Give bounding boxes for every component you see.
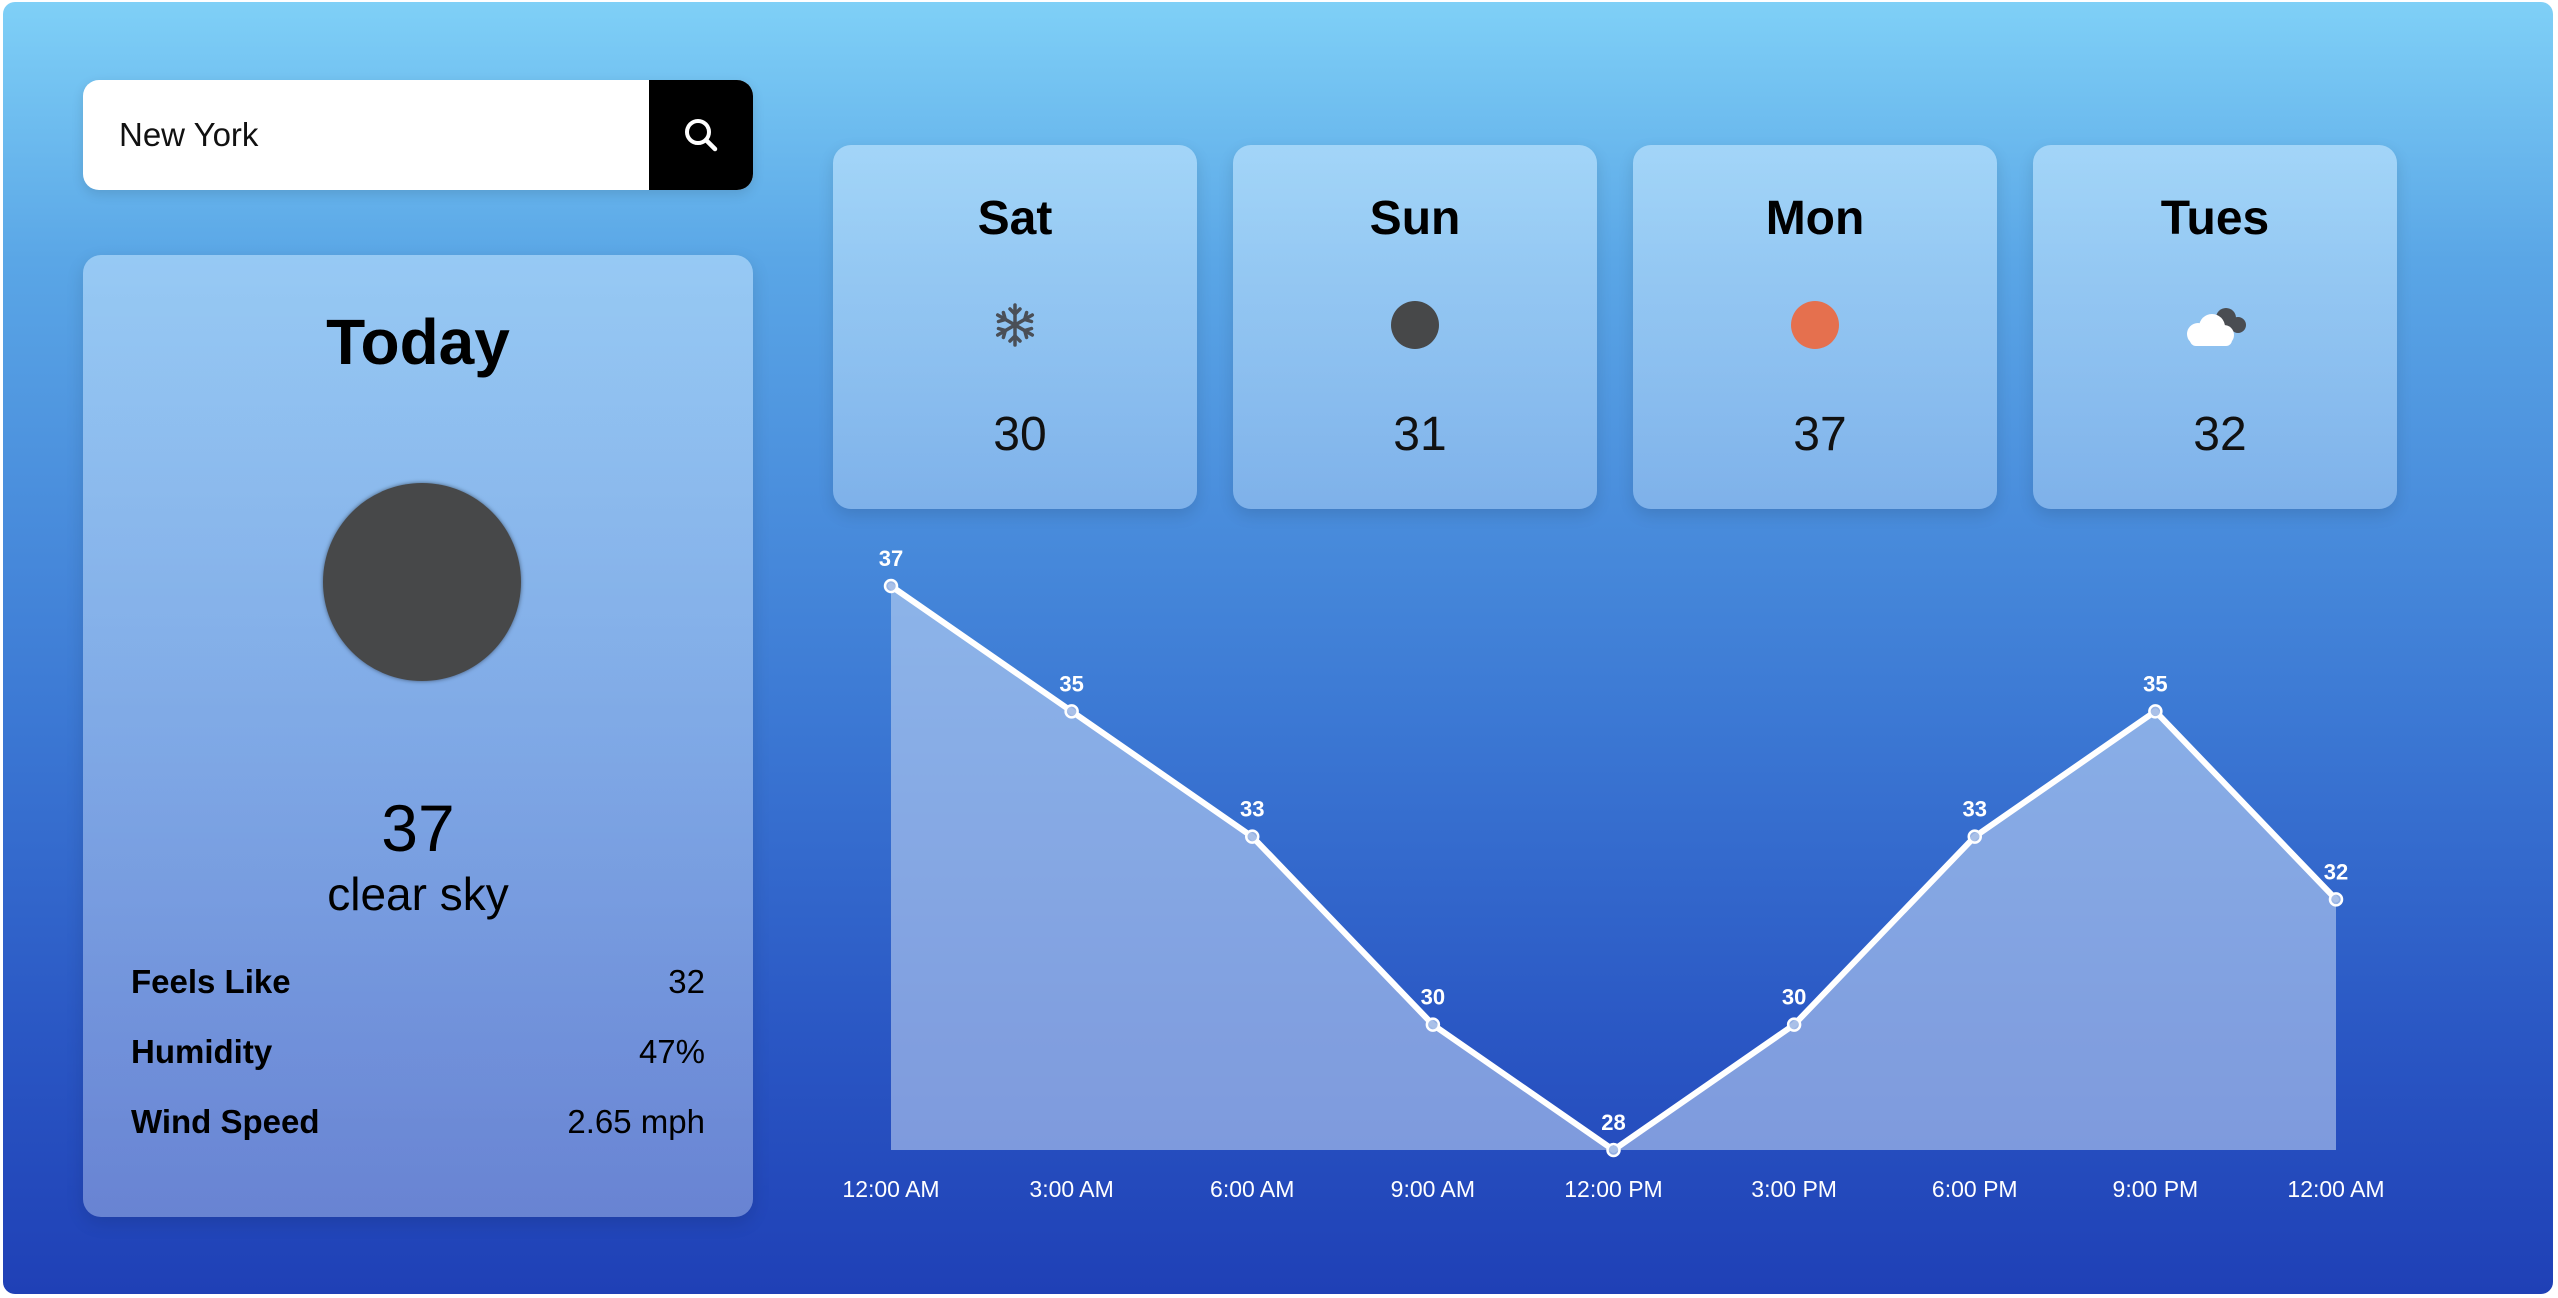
- chart-x-tick-label: 12:00 AM: [2287, 1176, 2384, 1202]
- detail-label: Feels Like: [131, 963, 291, 1000]
- forecast-day: Tues: [2160, 192, 2270, 245]
- chart-x-tick-label: 9:00 AM: [1391, 1176, 1475, 1202]
- forecast-card-tues: Tues 32: [2033, 145, 2397, 509]
- chart-x-tick-label: 12:00 AM: [842, 1176, 939, 1202]
- detail-row-feels-like: Feels Like 32: [131, 963, 705, 1001]
- chart-point: [1606, 1142, 1621, 1158]
- chart-data-label: 28: [1601, 1110, 1625, 1135]
- forecast-temperature: 30: [993, 408, 1047, 461]
- detail-value: 32: [668, 963, 705, 1000]
- chart-point: [1786, 1017, 1802, 1032]
- today-description: clear sky: [327, 868, 509, 920]
- search-icon: [685, 119, 718, 152]
- chart-data-label: 35: [2143, 671, 2167, 696]
- chart-x-tick-label: 3:00 PM: [1751, 1176, 1837, 1202]
- chart-series-line: [888, 583, 2339, 1153]
- forecast-day: Mon: [1765, 192, 1865, 245]
- chart-point: [1064, 704, 1079, 719]
- dark-circle-icon: [1391, 301, 1439, 349]
- chart-point: [2148, 704, 2163, 719]
- today-title: Today: [326, 306, 510, 378]
- orange-sun-icon: [1791, 301, 1839, 349]
- detail-row-wind-speed: Wind Speed 2.65 mph: [131, 1103, 705, 1141]
- chart-x-tick-label: 6:00 AM: [1210, 1176, 1294, 1202]
- dark-circle-icon: [323, 483, 521, 681]
- forecast-temperature: 31: [1393, 408, 1447, 461]
- chart-area-fill: [891, 586, 2336, 1150]
- chart-point: [1425, 1017, 1441, 1032]
- chart-x-tick-label: 3:00 AM: [1029, 1176, 1113, 1202]
- detail-value: 47%: [638, 1033, 705, 1070]
- chart-x-tick-label: 9:00 PM: [2113, 1176, 2199, 1202]
- chart-data-label: 32: [2324, 859, 2348, 884]
- search-button[interactable]: [649, 80, 753, 190]
- forecast-day: Sat: [977, 192, 1053, 245]
- forecast-card-mon: Mon 37: [1633, 145, 1997, 509]
- chart-data-label: 33: [1240, 797, 1264, 822]
- chart-x-tick-label: 6:00 PM: [1932, 1176, 2018, 1202]
- forecast-day: Sun: [1369, 192, 1461, 245]
- detail-label: Wind Speed: [131, 1103, 320, 1140]
- chart-points: [883, 578, 2344, 1158]
- detail-value: 2.65 mph: [567, 1103, 705, 1140]
- search-input[interactable]: [83, 80, 649, 190]
- chart-x-ticks: 12:00 AM 3:00 AM 6:00 AM 9:00 AM 12:00 PM 3:0…: [842, 1176, 2384, 1202]
- forecast-temperature: 32: [2193, 408, 2247, 461]
- chart-data-label: 30: [1782, 985, 1806, 1010]
- cloud-icon: [2187, 308, 2246, 346]
- weather-app: Today 37 clear sky Feels Like 32 Humidit…: [3, 2, 2553, 1294]
- forecast-card-sat: Sat 30: [833, 145, 1197, 509]
- snowflake-icon: [995, 303, 1035, 347]
- chart-data-label: 35: [1059, 671, 1083, 696]
- search-bar: [83, 80, 753, 190]
- detail-label: Humidity: [131, 1033, 273, 1070]
- chart-data-labels: 37 35 33 30 28 30 33 35 32: [879, 546, 2348, 1135]
- forecast-card-sun: Sun 31: [1233, 145, 1597, 509]
- chart-point: [1967, 829, 1982, 844]
- chart-data-label: 37: [879, 546, 903, 571]
- chart-point: [2328, 892, 2344, 907]
- chart-data-label: 30: [1421, 985, 1445, 1010]
- detail-row-humidity: Humidity 47%: [131, 1033, 705, 1071]
- chart-point: [883, 578, 899, 594]
- chart-point: [1245, 829, 1260, 844]
- forecast-temperature: 37: [1793, 408, 1847, 461]
- chart-x-tick-label: 12:00 PM: [1564, 1176, 1662, 1202]
- today-card: Today 37 clear sky Feels Like 32 Humidit…: [83, 255, 753, 1217]
- chart-data-label: 33: [1963, 797, 1987, 822]
- today-temperature: 37: [381, 791, 455, 865]
